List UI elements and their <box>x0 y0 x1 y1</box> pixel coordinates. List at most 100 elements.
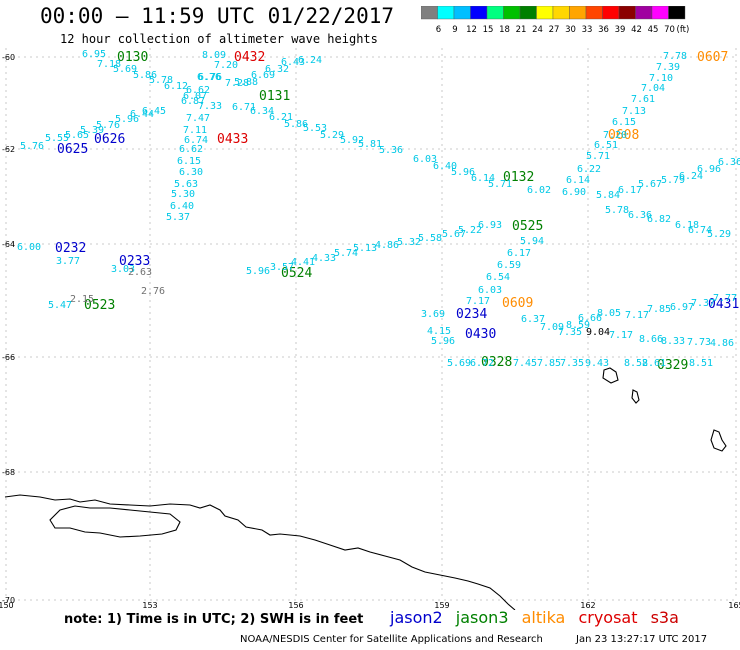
swh-value: 6.12 <box>164 81 188 92</box>
swh-value: 6.76 <box>197 72 221 83</box>
antarctic-coastline <box>4 494 516 610</box>
credit-line: NOAA/NESDIS Center for Satellite Applica… <box>240 634 707 645</box>
swh-value: 7.17 <box>625 310 649 321</box>
pass-label: 0433 <box>217 132 248 147</box>
swh-value: 7.17 <box>466 296 490 307</box>
colorbar-tick-label: 21 <box>516 25 527 34</box>
swh-value: 5.55 <box>45 133 69 144</box>
swh-value: 6.37 <box>521 314 545 325</box>
swh-value: 6.22 <box>577 164 601 175</box>
swh-value: 7.28 <box>225 78 249 89</box>
pass-label: 0608 <box>608 128 639 143</box>
colorbar-tick-label: 45 <box>648 25 659 34</box>
swh-value: 6.32 <box>265 64 289 75</box>
longitude-label: 159 <box>434 601 449 610</box>
swh-value: 7.77 <box>713 293 737 304</box>
colorbar-tick-label: 18 <box>499 25 510 34</box>
colorbar-unit-label: (ft) <box>677 25 690 34</box>
swh-value: 5.71 <box>488 179 512 190</box>
colorbar-tick-label: 9 <box>452 25 457 34</box>
swh-value: 5.86 <box>133 70 157 81</box>
swh-value: 4.15 <box>427 326 451 337</box>
pass-label: 0329 <box>657 358 688 373</box>
legend-altika: altika <box>521 608 566 627</box>
colorbar-tick-label: 42 <box>631 25 642 34</box>
pass-label: 0430 <box>465 327 496 342</box>
latitude-label: -68 <box>2 468 15 477</box>
swh-value: 5.76 <box>96 120 120 131</box>
swh-value: 7.85 <box>537 358 561 369</box>
swh-value: 6.17 <box>618 185 642 196</box>
swh-value: 5.74 <box>334 248 358 259</box>
swh-value: 7.85 <box>647 304 671 315</box>
swh-value: 5.71 <box>586 151 610 162</box>
swh-value: 6.76 <box>198 72 222 83</box>
swh-value: 6.74 <box>184 135 208 146</box>
swh-value: 6.96 <box>697 164 721 175</box>
island-1 <box>602 367 619 384</box>
swh-value: 5.47 <box>48 300 72 311</box>
swh-value: 7.09 <box>540 322 564 333</box>
color-scale-bar: 6 9 12 15 18 21 24 27 30 33 36 39 42 45 70 (ft) <box>421 6 690 34</box>
swh-value: 6.90 <box>562 187 586 198</box>
swh-value: 5.69 <box>447 358 471 369</box>
swh-value: 6.71 <box>232 102 256 113</box>
swh-value: 7.17 <box>609 330 633 341</box>
swh-value: 5.96 <box>451 167 475 178</box>
swh-value: 6.02 <box>527 185 551 196</box>
swh-value: 8.51 <box>689 358 713 369</box>
swh-value: 2.15 <box>70 294 94 305</box>
swh-value: 5.63 <box>174 179 198 190</box>
colorbar-tick-label: 33 <box>582 25 593 34</box>
swh-value: 8.61 <box>642 358 666 369</box>
pass-label: 0232 <box>55 241 86 256</box>
swh-value: 9.04 <box>586 327 610 338</box>
swh-value: 7.20 <box>214 60 238 71</box>
swh-value: 6.30 <box>179 167 203 178</box>
swh-value: 6.62 <box>186 85 210 96</box>
coastline <box>4 367 727 610</box>
swh-value: 7.47 <box>186 113 210 124</box>
swh-value: 6.72 <box>470 358 494 369</box>
swh-value: 6.40 <box>433 161 457 172</box>
legend-s3a: s3a <box>650 608 679 627</box>
swh-value: 6.34 <box>250 106 274 117</box>
latitude-label: -66 <box>2 353 15 362</box>
swh-value: 4.33 <box>312 253 336 264</box>
latitude-label: -60 <box>2 53 15 62</box>
swh-value: 5.79 <box>661 175 685 186</box>
swh-value: 5.67 <box>638 179 662 190</box>
swh-value: 6.24 <box>298 55 322 66</box>
latitude-label: -70 <box>2 596 15 605</box>
swh-value: 7.39 <box>656 62 680 73</box>
swh-value: 7.20 <box>603 130 627 141</box>
pass-label: 0432 <box>234 50 265 65</box>
longitude-label: 156 <box>288 601 303 610</box>
swh-value: 5.36 <box>379 145 403 156</box>
swh-value: 5.29 <box>707 229 731 240</box>
pass-label: 0131 <box>259 89 290 104</box>
island-2 <box>631 389 640 404</box>
swh-value: 6.36 <box>628 210 652 221</box>
swh-value: 5.78 <box>149 75 173 86</box>
ice-shelf-outline <box>49 505 181 538</box>
swh-value: 5.96 <box>431 336 455 347</box>
altimeter-labels: 0130 0432 0131 0433 0626 0625 0132 0525 0232 0233… <box>17 49 740 373</box>
color-swatch <box>668 6 686 20</box>
swh-value: 5.96 <box>115 114 139 125</box>
swh-value: 5.65 <box>65 130 89 141</box>
swh-value: 5.81 <box>358 139 382 150</box>
swh-value: 8.52 <box>624 358 648 369</box>
pass-label: 0328 <box>481 355 512 370</box>
swh-value: 5.84 <box>596 190 620 201</box>
swh-value: 6.00 <box>17 242 41 253</box>
colorbar-tick-label: 24 <box>532 25 543 34</box>
credit-text: NOAA/NESDIS Center for Satellite Applica… <box>240 634 543 645</box>
swh-value: 6.15 <box>177 156 201 167</box>
colorbar-tick-label: 70 <box>664 25 675 34</box>
longitude-label: 162 <box>580 601 595 610</box>
pass-label: 0609 <box>502 296 533 311</box>
swh-value: 3.69 <box>421 309 445 320</box>
swh-value: 5.69 <box>113 64 137 75</box>
latitude-label: -62 <box>2 145 15 154</box>
